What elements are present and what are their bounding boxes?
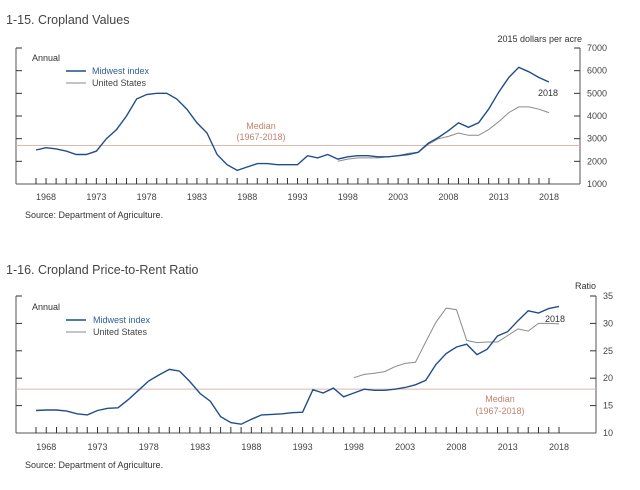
x-tick-label: 1973 [88,442,108,452]
median-label-line2: (1967-2018) [236,132,285,142]
x-tick-label: 1968 [36,442,56,452]
x-tick-label: 1993 [293,442,313,452]
x-tick-label: 2008 [438,192,458,202]
x-tick-label: 2008 [446,442,466,452]
chart-title: 1-15. Cropland Values [6,13,129,27]
y-tick-label: 7000 [587,43,607,53]
x-tick-label: 2003 [388,192,408,202]
y-tick-label: 5000 [587,88,607,98]
x-tick-label: 1978 [139,442,159,452]
series-line-us [337,106,550,162]
median-label-line1: Median [485,394,515,404]
legend-label-us: United States [92,78,147,88]
y-tick-label: 30 [603,318,613,328]
y-tick-label: 35 [603,291,613,301]
x-tick-label: 1968 [36,192,56,202]
series-line-midwest [35,66,550,172]
y-tick-label: 20 [603,373,613,383]
y-tick-label: 2000 [587,156,607,166]
chart-title: 1-16. Cropland Price-to-Rent Ratio [6,263,198,277]
y-tick-label: 25 [603,346,613,356]
source-note: Source: Department of Agriculture. [25,460,163,470]
legend-label-midwest: Midwest index [92,66,150,76]
x-tick-label: 1998 [338,192,358,202]
x-tick-labels: 1968 1973 1978 1983 1988 1993 1998 2003 2008 2013… [36,192,559,202]
x-tick-label: 1988 [237,192,257,202]
x-tick-label: 2003 [395,442,415,452]
chart-marks [15,47,581,185]
x-tick-label: 2018 [539,192,559,202]
y-tick-label: 10 [603,428,613,438]
median-label-line2: (1967-2018) [475,406,524,416]
x-tick-label: 1993 [288,192,308,202]
chart-marks [15,295,597,434]
y-tick-label: 4000 [587,111,607,121]
y-tick-label: 3000 [587,134,607,144]
x-tick-label: 1983 [190,442,210,452]
x-tick-label: 1983 [187,192,207,202]
x-tick-label: 2018 [549,442,569,452]
series-line-midwest [35,305,560,425]
series-line-us [353,307,560,379]
y-tick-labels: 1000 2000 3000 4000 5000 6000 7000 [587,43,607,189]
end-year-annotation: 2018 [538,88,558,98]
x-tick-label: 1988 [241,442,261,452]
x-tick-labels: 1968 1973 1978 1983 1988 1993 1998 2003 2008 2013… [36,442,569,452]
x-tick-label: 2013 [489,192,509,202]
y-axis-label: 2015 dollars per acre [497,34,582,44]
source-note: Source: Department of Agriculture. [25,210,163,220]
x-tick-label: 1998 [344,442,364,452]
legend-label-us: United States [93,327,148,337]
y-tick-label: 1000 [587,179,607,189]
frequency-label: Annual [32,53,60,63]
y-axis-label: Ratio [575,281,596,291]
chart-cropland-values: 1-15. Cropland Values Annual 2015 dollar… [6,13,607,220]
y-tick-label: 15 [603,401,613,411]
x-tick-label: 1973 [86,192,106,202]
median-label-line1: Median [246,121,276,131]
y-tick-labels: 10 15 20 25 30 35 [603,291,613,438]
frequency-label: Annual [32,302,60,312]
x-tick-label: 2013 [498,442,518,452]
chart-price-to-rent: 1-16. Cropland Price-to-Rent Ratio Annua… [6,263,613,470]
x-tick-label: 1978 [137,192,157,202]
end-year-annotation: 2018 [545,314,565,324]
legend-label-midwest: Midwest index [93,315,151,325]
y-tick-label: 6000 [587,66,607,76]
